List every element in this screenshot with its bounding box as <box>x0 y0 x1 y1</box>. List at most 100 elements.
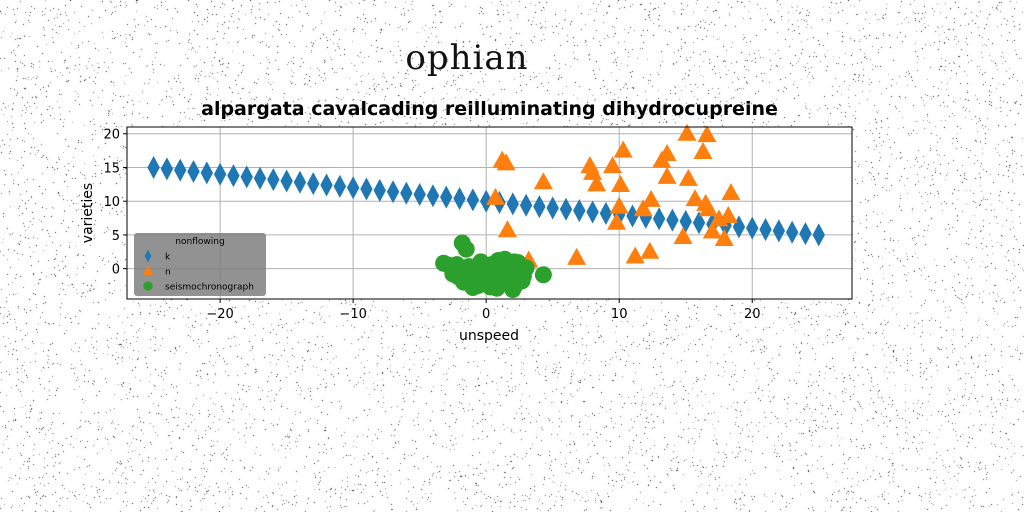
point-n <box>633 199 653 217</box>
point-k <box>293 170 307 194</box>
point-k <box>174 158 187 182</box>
point-k <box>519 193 533 217</box>
point-n <box>640 241 660 259</box>
point-n <box>718 206 738 224</box>
point-n <box>611 175 631 193</box>
point-k <box>440 185 453 209</box>
legend-label-n: n <box>165 268 171 278</box>
point-n <box>485 187 505 205</box>
y-tick-label: 20 <box>103 128 120 143</box>
point-k <box>280 169 293 193</box>
point-seismochronograph <box>461 260 479 278</box>
point-n <box>609 196 629 214</box>
y-axis-label: varieties <box>80 183 96 243</box>
point-k <box>732 215 746 239</box>
point-n <box>657 143 677 161</box>
point-seismochronograph <box>534 266 552 284</box>
point-n <box>698 199 718 217</box>
x-axis-label: unspeed <box>459 328 519 344</box>
point-k <box>759 218 772 242</box>
point-seismochronograph <box>455 273 473 291</box>
legend-entries: kn seismochronograph <box>142 249 254 293</box>
point-n <box>497 220 517 238</box>
point-n <box>607 212 627 230</box>
point-k <box>692 211 706 235</box>
point-k <box>479 189 493 213</box>
point-k <box>267 168 280 192</box>
point-n <box>678 168 698 186</box>
point-seismochronograph <box>448 256 466 274</box>
point-n <box>603 156 623 174</box>
point-n <box>685 189 705 207</box>
legend-marker-n <box>142 265 154 275</box>
point-k <box>160 157 174 181</box>
legend-box <box>134 233 266 296</box>
y-tick-label: 15 <box>103 161 120 176</box>
point-n <box>625 246 645 264</box>
point-seismochronograph <box>513 272 531 290</box>
chart-title: alpargata cavalcading reilluminating dih… <box>201 98 778 120</box>
point-k <box>812 223 825 247</box>
point-k <box>613 203 626 227</box>
point-k <box>320 173 333 197</box>
point-k <box>559 197 573 221</box>
x-tick-label: 10 <box>611 307 628 322</box>
axis-ticks: −20 −10 0 10 20 0 5 10 15 20 <box>103 128 760 322</box>
point-k <box>386 180 400 204</box>
point-k <box>506 192 519 216</box>
point-n <box>721 183 741 201</box>
series-seismochronograph <box>435 234 552 299</box>
plot-frame <box>126 126 853 300</box>
legend-label-seismochronograph: seismochronograph <box>165 283 254 293</box>
point-n <box>583 162 603 180</box>
legend-marker-k <box>144 249 152 263</box>
x-tick-label: 0 <box>482 307 490 322</box>
point-n <box>613 140 633 158</box>
x-tick-label: −10 <box>339 307 366 322</box>
point-k <box>586 200 599 224</box>
point-k <box>253 166 267 190</box>
point-k <box>426 184 440 208</box>
y-tick-label: 5 <box>112 229 120 244</box>
point-n <box>496 153 516 171</box>
point-k <box>785 220 799 244</box>
point-n <box>714 228 734 246</box>
point-k <box>799 222 812 246</box>
point-k <box>599 201 613 225</box>
point-k <box>666 208 679 232</box>
point-k <box>147 155 160 179</box>
point-seismochronograph <box>481 278 499 296</box>
point-n <box>533 172 553 190</box>
y-tick-label: 10 <box>103 195 120 210</box>
point-k <box>546 196 559 220</box>
point-seismochronograph <box>489 252 507 270</box>
figure-suptitle: ophian <box>405 38 529 78</box>
point-k <box>307 172 320 196</box>
point-seismochronograph <box>457 240 475 258</box>
point-k <box>772 219 786 243</box>
point-k <box>373 178 386 202</box>
point-k <box>360 177 373 201</box>
point-k <box>200 161 214 185</box>
point-k <box>679 209 692 233</box>
point-n <box>587 174 607 192</box>
point-k <box>746 216 759 240</box>
point-k <box>346 176 360 200</box>
point-k <box>453 186 466 210</box>
point-k <box>187 160 200 184</box>
legend-marker-seismochronograph <box>143 281 153 291</box>
point-k <box>400 181 413 205</box>
point-n <box>677 123 697 141</box>
point-k <box>626 204 639 228</box>
x-tick-label: −20 <box>206 307 233 322</box>
point-k <box>533 195 546 219</box>
point-k <box>573 199 586 223</box>
point-k <box>413 182 426 206</box>
point-n <box>641 189 661 207</box>
point-n <box>567 247 587 265</box>
legend-label-k: k <box>165 253 171 263</box>
point-k <box>333 174 347 198</box>
point-k <box>240 165 253 189</box>
point-n <box>673 226 693 244</box>
